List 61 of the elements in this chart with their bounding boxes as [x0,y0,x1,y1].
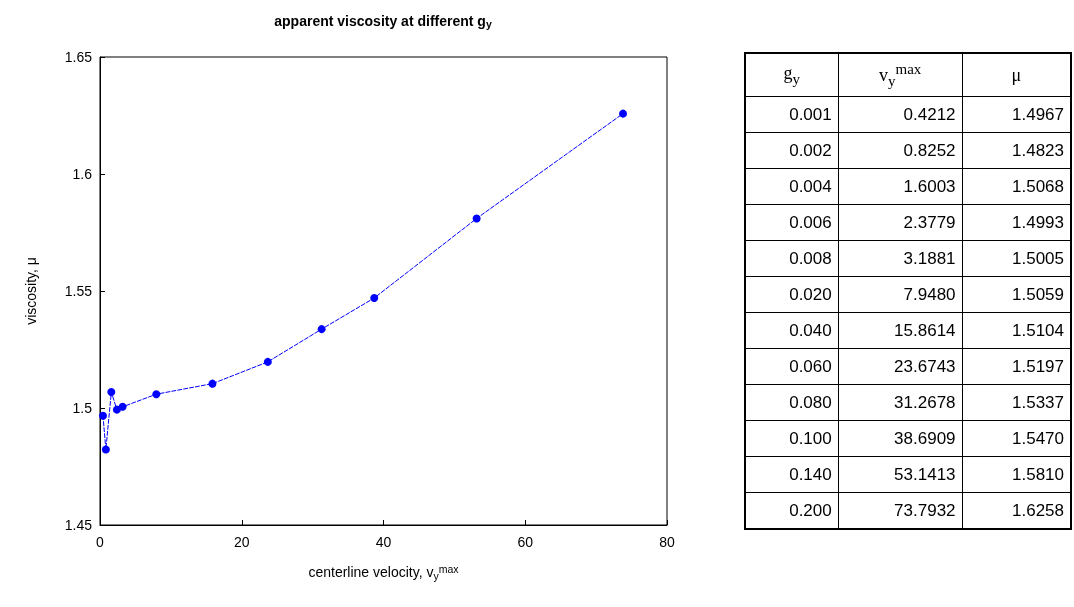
text: 1.5810 [1012,464,1064,484]
text: 0.008 [789,248,832,268]
point [317,325,326,334]
point [101,445,110,454]
text: 73.7932 [894,500,956,520]
point [619,109,628,118]
point [112,405,121,414]
point [472,214,481,223]
text: 1.5104 [1012,320,1064,340]
text: 7.9480 [903,284,956,304]
text: 0.001 [789,104,832,124]
text: 0.4212 [903,104,956,124]
y-tick-label: 1.45 [64,517,93,533]
point [118,402,127,411]
x-tick-label: 0 [96,534,105,550]
point [152,390,161,399]
text: 3.1881 [903,248,956,268]
text: 1.5059 [1012,284,1064,304]
text: 0.140 [789,464,832,484]
text: 0.080 [789,392,832,412]
text: 15.8614 [894,320,956,340]
y-tick-label: 1.5 [72,400,93,416]
text: 1.5068 [1012,176,1064,196]
text: 1.5005 [1012,248,1064,268]
text: 1.4823 [1012,140,1064,160]
text: 53.1413 [894,464,956,484]
text: 1.5197 [1012,356,1064,376]
text: 31.2678 [894,392,956,412]
text: 1.5470 [1012,428,1064,448]
text: 0.020 [789,284,832,304]
y-tick-label: 1.6 [72,166,93,182]
x-tick-label: 40 [375,534,392,550]
text: 1.4967 [1012,104,1064,124]
text: 0.004 [789,176,832,196]
text: 1.4993 [1012,212,1064,232]
text: 0.8252 [903,140,956,160]
y-tick-label: 1.55 [64,283,93,299]
text: 38.6909 [894,428,956,448]
point [107,388,116,397]
text: 0.100 [789,428,832,448]
text: 1.6003 [903,176,956,196]
point [263,357,272,366]
text: 1.6258 [1012,500,1064,520]
text: 0.006 [789,212,832,232]
point [98,411,107,420]
text: 0.040 [789,320,832,340]
y-tick-label: 1.65 [64,49,93,65]
x-tick-label: 20 [233,534,250,550]
x-tick-label: 80 [659,534,675,550]
text: 0.060 [789,356,832,376]
y-axis-title: viscosity, μ [23,257,39,325]
point [208,379,217,388]
x-tick-label: 60 [517,534,534,550]
text: 0.002 [789,140,832,160]
text: 23.6743 [894,356,956,376]
text: 0.200 [789,500,832,520]
category-label: g$_{y}$ [745,53,839,97]
text: 2.3779 [903,212,956,232]
category-label: μ [962,53,1071,97]
point [370,294,379,303]
text: 1.5337 [1012,392,1064,412]
